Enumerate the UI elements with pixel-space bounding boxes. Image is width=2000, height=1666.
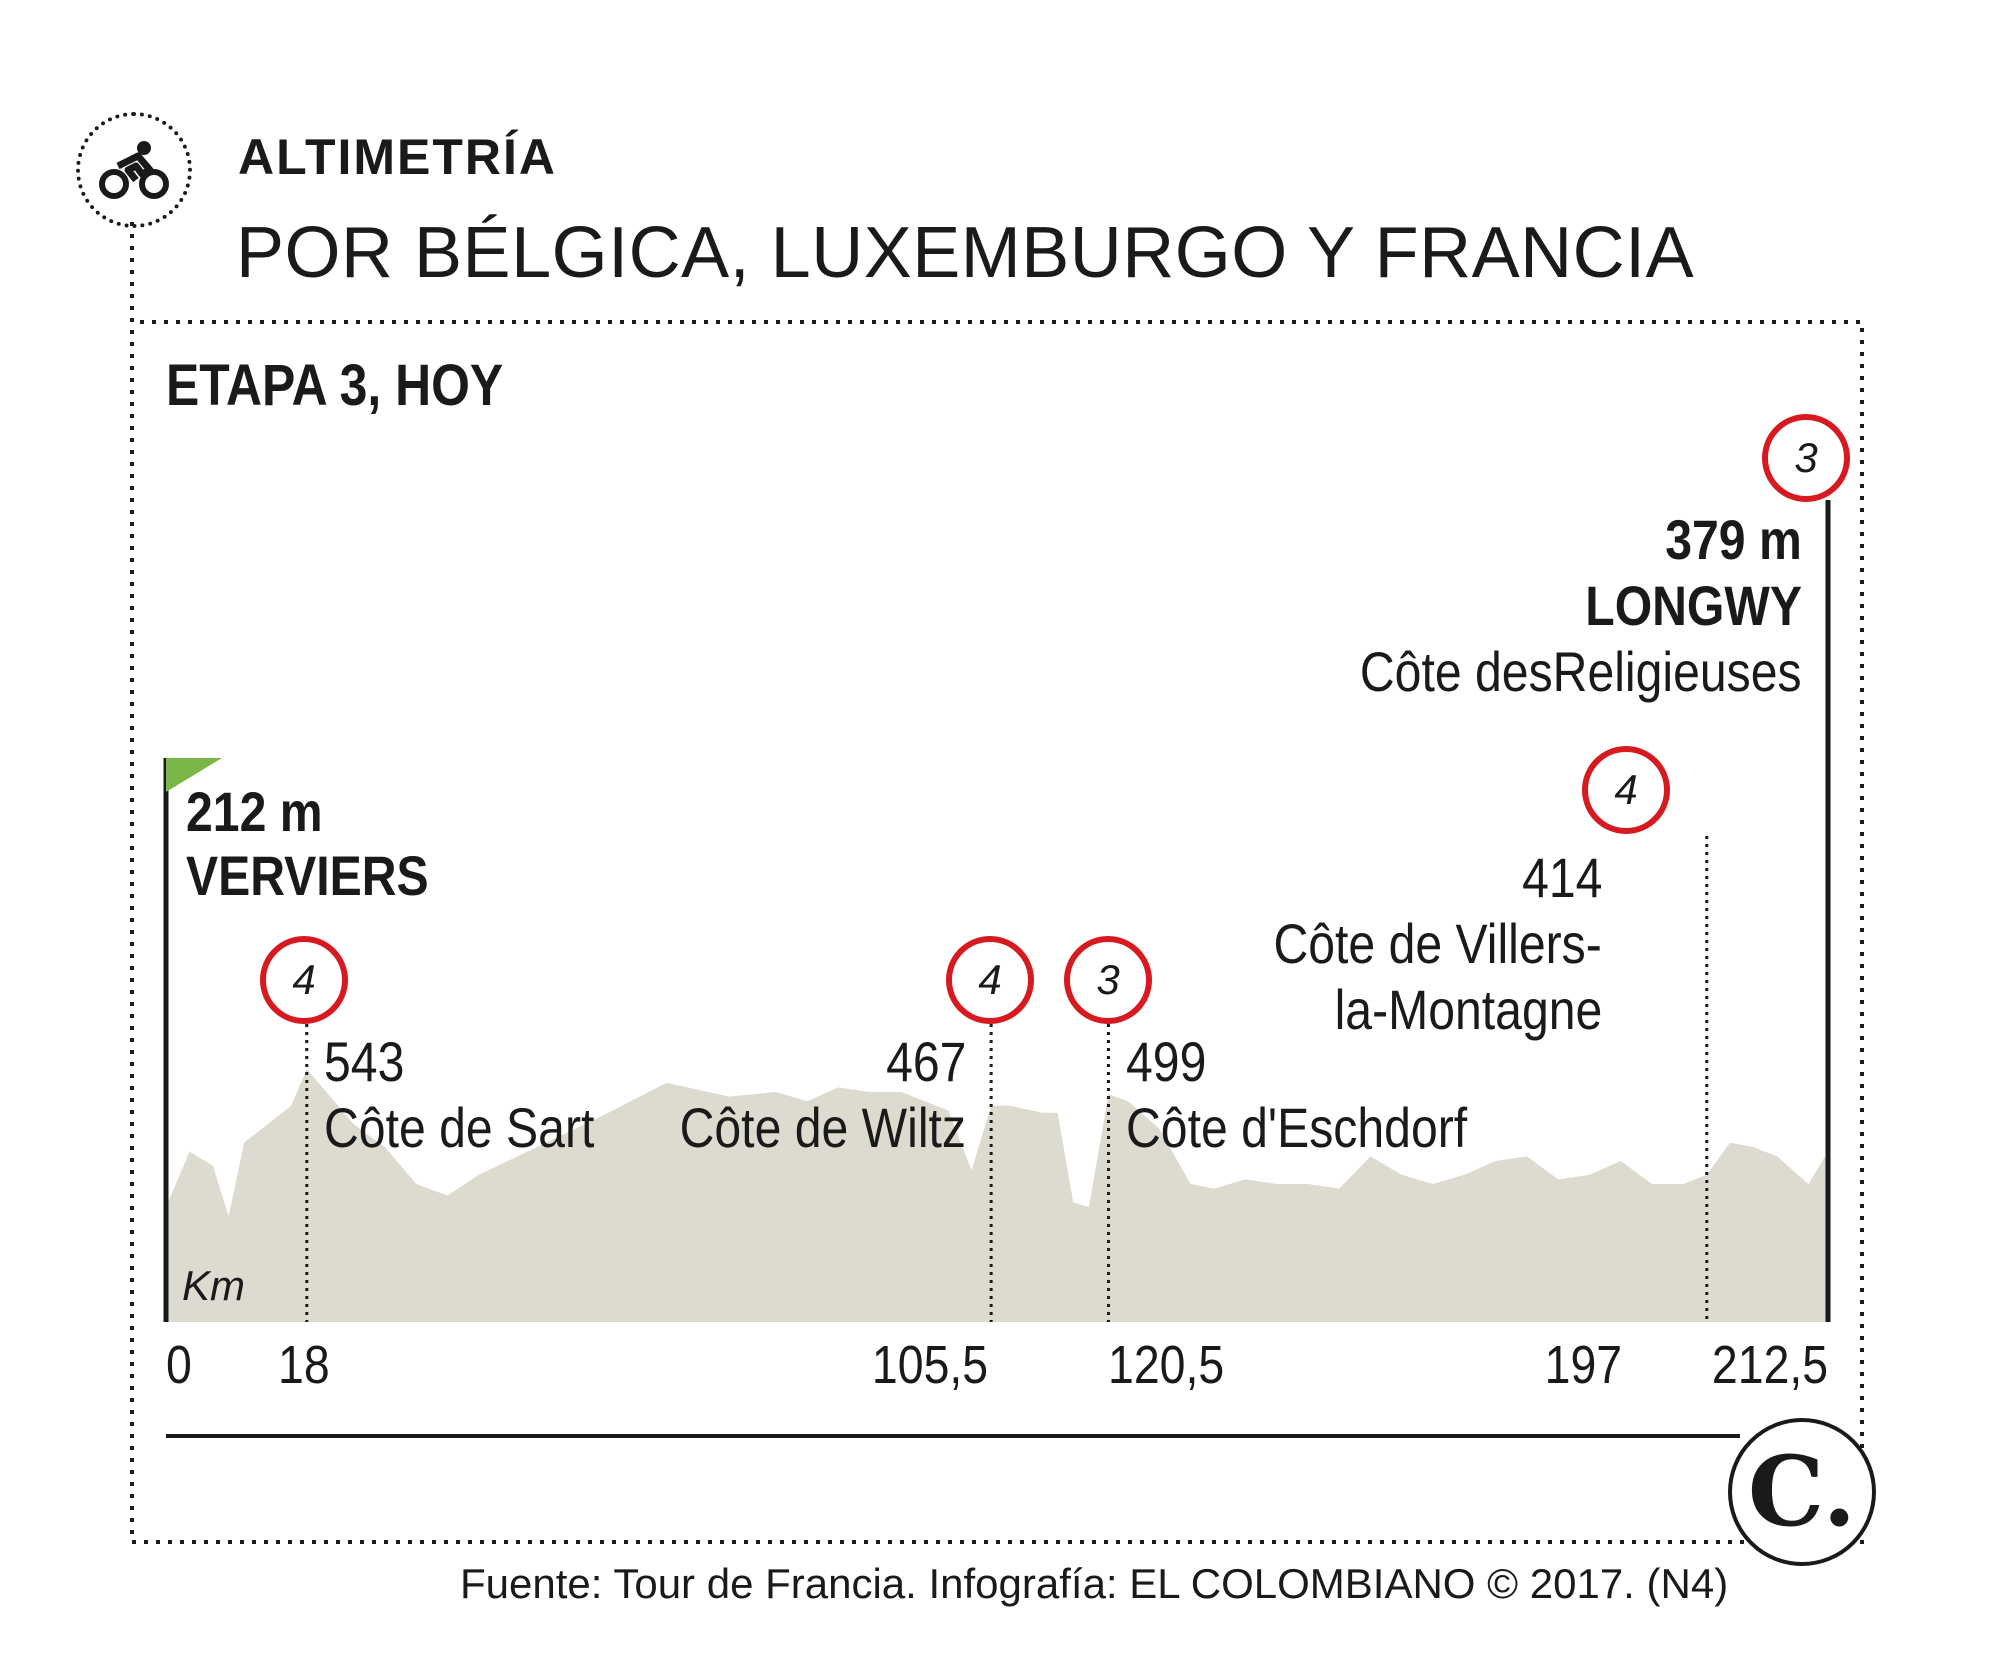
finish-name: LONGWY [1585, 574, 1802, 637]
x-tick-label: 212,5 [1711, 1335, 1828, 1395]
category-badge: 3 [1064, 936, 1152, 1024]
category-badge: 4 [946, 936, 1034, 1024]
climb-name: Côte d'Eschdorf [1126, 1096, 1468, 1159]
climb-name: Côte de Wiltz [679, 1096, 966, 1159]
start-flag-icon [166, 758, 222, 792]
start-name: VERVIERS [186, 844, 429, 907]
stage-title: ETAPA 3, HOY [166, 353, 504, 418]
category-badge: 3 [1762, 414, 1850, 502]
elevation-profile-area [166, 1069, 1828, 1322]
page-subtitle: POR BÉLGICA, LUXEMBURGO Y FRANCIA [236, 213, 1695, 293]
start-elevation: 212 m [186, 780, 323, 843]
x-tick-label: 0 [166, 1335, 192, 1395]
finish-elevation: 379 m [1665, 508, 1802, 571]
climb-height: 499 [1126, 1030, 1207, 1093]
x-tick-label: 197 [1544, 1335, 1622, 1395]
climb-height: 414 [1521, 846, 1602, 909]
category-badge: 4 [1582, 746, 1670, 834]
x-tick-label: 120,5 [1108, 1335, 1225, 1395]
x-tick-label: 105,5 [871, 1335, 988, 1395]
category-badge: 4 [260, 936, 348, 1024]
climb-name-line2: la-Montagne [1334, 978, 1602, 1041]
x-axis-label: Km [182, 1262, 245, 1309]
climb-name-line1: Côte de Villers- [1273, 912, 1602, 975]
source-credit: Fuente: Tour de Francia. Infografía: EL … [460, 1560, 1729, 1607]
x-tick-label: 18 [278, 1335, 330, 1395]
el-colombiano-logo: C. [1728, 1418, 1876, 1566]
climb-name: Côte de Sart [324, 1096, 595, 1159]
frame-border [130, 222, 1864, 1544]
finish-climb-name: Côte desReligieuses [1360, 640, 1802, 703]
kicker-title: ALTIMETRÍA [238, 129, 558, 185]
climb-height: 467 [885, 1030, 966, 1093]
climb-height: 543 [324, 1030, 405, 1093]
